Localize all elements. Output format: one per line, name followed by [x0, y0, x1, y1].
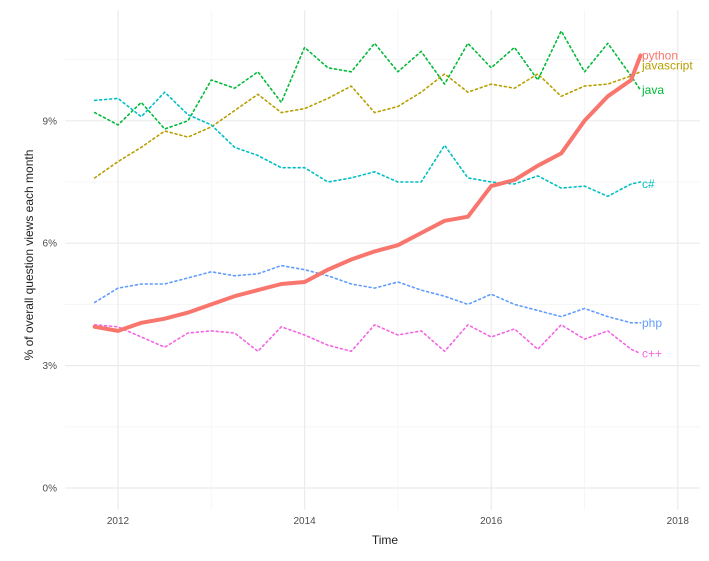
x-tick-label: 2016: [480, 516, 503, 527]
series-lines: [92, 30, 643, 355]
x-axis-ticks: 2012 2014 2016 2018: [107, 516, 689, 527]
series-line-cplusplus: [93, 323, 642, 355]
series-label-php: php: [642, 316, 662, 330]
x-tick-label: 2014: [293, 516, 316, 527]
x-axis-title: Time: [372, 533, 399, 547]
y-axis-ticks: 0% 3% 6% 9%: [43, 116, 58, 494]
series-label-java: java: [641, 83, 664, 97]
series-line-java: [93, 30, 642, 130]
series-label-cplusplus: c++: [642, 346, 662, 360]
series-line-python: [92, 53, 643, 333]
series-label-csharp: c#: [642, 177, 655, 191]
y-tick-label: 0%: [43, 484, 58, 495]
series-label-javascript: javascript: [641, 59, 693, 73]
series-line-javascript: [93, 71, 642, 179]
series-label-python: python: [642, 49, 678, 63]
y-tick-label: 6%: [43, 239, 58, 250]
series-line-php: [93, 264, 642, 324]
y-axis-title: % of overall question views each month: [22, 150, 36, 361]
gridlines: [65, 10, 700, 510]
x-tick-label: 2018: [667, 516, 690, 527]
y-tick-label: 9%: [43, 116, 58, 127]
series-line-csharp: [93, 91, 642, 198]
y-tick-label: 3%: [43, 361, 58, 372]
x-tick-label: 2012: [107, 516, 130, 527]
